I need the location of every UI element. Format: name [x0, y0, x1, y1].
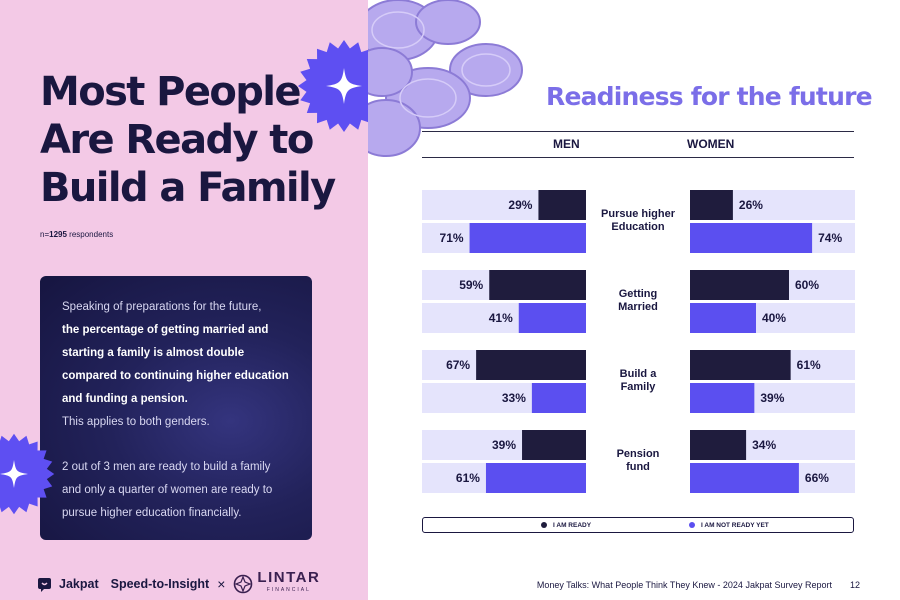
men-value-label: 33% [502, 391, 526, 405]
star-burst-icon [0, 433, 55, 515]
insight-paragraph-1: Speaking of preparations for the future,… [62, 296, 290, 434]
legend-not-ready-label: I AM NOT READY YET [701, 521, 769, 529]
headline-line-2: Are Ready to [40, 117, 314, 163]
footer-branding: Jakpat Speed-to-Insight × LINTAR FINANCI… [38, 569, 321, 596]
headline-line-1: Most People [40, 69, 302, 115]
report-footer: Money Talks: What People Think They Knew… [537, 580, 860, 590]
headline-line-3: Build a Family [40, 165, 336, 211]
left-panel: Most People Are Ready to Build a Family … [0, 0, 368, 600]
men-value-label: 29% [508, 198, 532, 212]
star-burst-icon [298, 40, 368, 132]
men-value-label: 39% [492, 438, 516, 452]
sample-suffix: respondents [69, 230, 114, 239]
insight-intro: Speaking of preparations for the future, [62, 301, 262, 313]
right-panel: Readiness for the future MEN WOMEN 29% 26… [368, 0, 900, 600]
men-bar [469, 223, 586, 253]
insight-bold: the percentage of getting married and st… [62, 324, 289, 405]
women-bar [690, 430, 747, 460]
women-value-label: 60% [795, 278, 819, 292]
women-bar [690, 223, 813, 253]
category-label: Family [621, 381, 657, 393]
sample-prefix: n= [40, 230, 50, 239]
legend-ready-swatch [541, 522, 547, 528]
women-bar [690, 463, 799, 493]
men-bar [522, 430, 586, 460]
jakpat-logo-icon [38, 577, 51, 592]
men-bar [476, 350, 586, 380]
category-label: Build a [620, 368, 658, 380]
men-bar [538, 190, 586, 220]
men-value-label: 59% [459, 278, 483, 292]
title-rule [422, 131, 854, 132]
category-label: Getting [619, 288, 658, 300]
legend-ready: I AM READY [541, 522, 591, 529]
men-bar [518, 303, 586, 333]
women-value-label: 39% [760, 391, 784, 405]
category-label: Married [618, 301, 658, 313]
times-sign: × [217, 576, 226, 592]
men-value-label: 67% [446, 358, 470, 372]
insight-tail: This applies to both genders. [62, 416, 210, 428]
sample-count: 1295 [49, 230, 67, 239]
women-value-label: 40% [762, 311, 786, 325]
insight-paragraph-2: 2 out of 3 men are ready to build a fami… [62, 461, 273, 519]
lintar-logo: LINTAR FINANCIAL [233, 569, 321, 596]
women-column-header: WOMEN [687, 137, 735, 151]
women-bar [690, 350, 791, 380]
legend-not-ready-swatch [689, 522, 695, 528]
men-value-label: 71% [440, 231, 464, 245]
sample-size: n=1295 respondents [40, 230, 113, 239]
category-label: Pension [617, 448, 660, 460]
women-value-label: 34% [752, 438, 776, 452]
men-value-label: 41% [489, 311, 513, 325]
coins-illustration [368, 0, 523, 157]
page-number: 12 [849, 580, 860, 590]
legend-ready-label: I AM READY [553, 521, 592, 529]
women-bar [690, 383, 755, 413]
men-bar [489, 270, 586, 300]
women-bar [690, 270, 789, 300]
women-bar [690, 303, 756, 333]
insight-text-box: Speaking of preparations for the future,… [40, 276, 312, 540]
women-value-label: 26% [739, 198, 763, 212]
women-bar [690, 190, 733, 220]
partner-name: LINTAR [257, 569, 321, 586]
women-value-label: 74% [818, 231, 842, 245]
header-rule [422, 157, 854, 158]
headline: Most People Are Ready to Build a Family [40, 68, 360, 212]
partner-sub: FINANCIAL [266, 587, 311, 593]
category-label: Education [611, 221, 664, 233]
men-column-header: MEN [553, 137, 580, 151]
brand-tagline: Speed-to-Insight [110, 577, 210, 591]
men-value-label: 61% [456, 471, 480, 485]
men-bar [531, 383, 586, 413]
brand-name: Jakpat [59, 577, 99, 591]
chart-title: Readiness for the future [546, 82, 873, 111]
women-value-label: 66% [805, 471, 829, 485]
men-bar [485, 463, 586, 493]
chart-legend: I AM READY I AM NOT READY YET [422, 517, 854, 533]
legend-not-ready: I AM NOT READY YET [689, 522, 769, 529]
category-label: Pursue higher [601, 208, 676, 220]
lintar-emblem-icon [234, 574, 253, 594]
women-value-label: 61% [797, 358, 821, 372]
category-label: fund [626, 461, 650, 473]
report-title: Money Talks: What People Think They Knew… [536, 580, 832, 590]
